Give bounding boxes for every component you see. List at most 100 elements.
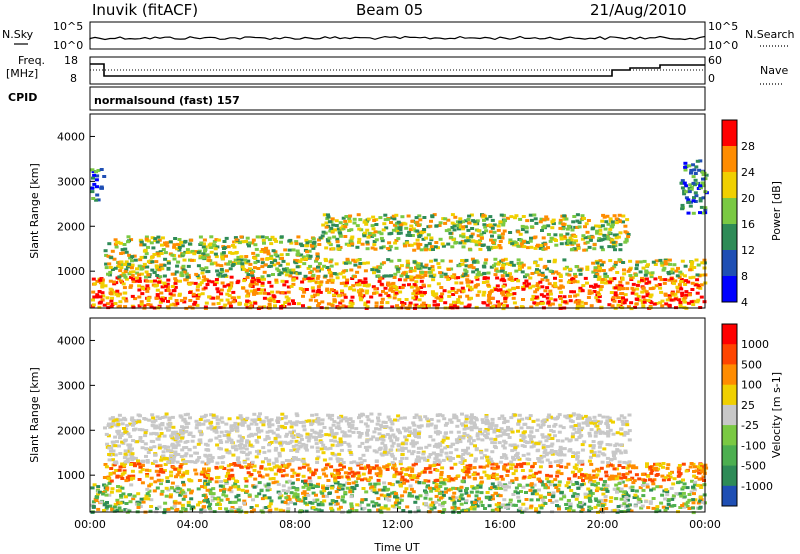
range-cell (478, 483, 483, 487)
range-cell (204, 495, 208, 499)
range-cell (209, 420, 214, 424)
range-cell (559, 233, 564, 237)
range-cell (389, 285, 394, 289)
range-cell (478, 239, 483, 243)
range-cell (146, 260, 151, 264)
range-cell (659, 278, 664, 282)
range-cell (540, 278, 545, 282)
range-cell (409, 487, 414, 491)
range-cell (570, 277, 575, 281)
range-cell (146, 273, 151, 277)
range-cell (308, 240, 313, 244)
range-cell (373, 247, 378, 251)
range-cell (520, 265, 524, 269)
range-cell (517, 267, 522, 271)
range-cell (588, 491, 593, 495)
range-cell (493, 257, 498, 261)
range-cell (95, 185, 99, 189)
range-cell (330, 508, 335, 512)
range-cell (136, 506, 141, 509)
range-cell (529, 504, 534, 508)
range-cell (96, 507, 101, 511)
range-cell (691, 498, 696, 502)
range-cell (642, 481, 647, 484)
range-cell (330, 247, 335, 251)
range-cell (372, 243, 377, 247)
range-cell (587, 418, 592, 422)
range-cell (658, 464, 663, 467)
range-cell (162, 469, 167, 472)
range-cell (564, 503, 569, 506)
range-cell (528, 414, 533, 418)
range-cell (273, 480, 278, 484)
range-cell (570, 425, 575, 429)
range-cell (402, 271, 407, 275)
range-cell (463, 219, 468, 223)
range-cell (289, 491, 294, 495)
range-cell (124, 268, 129, 272)
range-cell (562, 214, 567, 218)
range-cell (119, 509, 123, 513)
range-cell (320, 491, 325, 495)
range-cell (325, 280, 330, 284)
range-cell (281, 509, 286, 513)
range-cell (334, 291, 339, 295)
range-cell (360, 441, 365, 445)
range-cell (608, 227, 613, 231)
range-cell (393, 467, 398, 471)
range-cell (558, 290, 563, 294)
range-cell (673, 297, 678, 301)
range-cell (566, 280, 571, 284)
range-cell (401, 509, 406, 512)
range-cell (689, 187, 694, 191)
range-cell (535, 288, 539, 292)
range-cell (397, 258, 402, 262)
range-cell (279, 443, 284, 447)
range-cell (222, 467, 227, 470)
range-cell (365, 261, 370, 265)
range-cell (496, 508, 501, 512)
range-cell (693, 178, 698, 182)
range-cell (427, 270, 432, 274)
range-cell (383, 218, 388, 222)
range-cell (484, 229, 489, 233)
range-cell (294, 261, 299, 265)
range-cell (311, 237, 316, 241)
range-cell (577, 505, 582, 509)
range-cell (481, 293, 486, 297)
range-cell (145, 279, 150, 283)
range-cell (488, 495, 493, 499)
range-cell (256, 287, 261, 291)
range-cell (400, 215, 405, 219)
range-cell (271, 249, 276, 253)
range-cell (637, 298, 642, 302)
range-cell (166, 507, 171, 511)
range-cell (254, 455, 259, 459)
range-cell (667, 278, 672, 282)
range-cell (680, 203, 685, 207)
range-cell (162, 274, 167, 278)
range-cell (118, 300, 123, 304)
range-cell (618, 231, 623, 235)
range-cell (123, 275, 128, 279)
range-cell (359, 298, 364, 302)
range-cell (660, 263, 665, 267)
range-cell (684, 190, 689, 194)
range-cell (173, 237, 178, 240)
range-cell (401, 283, 406, 287)
range-cell (316, 304, 321, 308)
range-cell (557, 480, 562, 484)
range-cell (321, 230, 326, 234)
range-cell (441, 481, 446, 485)
range-cell (91, 504, 96, 508)
range-cell (598, 238, 603, 242)
range-cell (562, 295, 567, 299)
range-cell (108, 270, 113, 274)
range-cell (366, 283, 371, 287)
range-cell (381, 488, 386, 492)
range-cell (145, 265, 150, 269)
range-cell (696, 298, 701, 302)
range-cell (229, 463, 234, 466)
range-cell (129, 266, 134, 270)
